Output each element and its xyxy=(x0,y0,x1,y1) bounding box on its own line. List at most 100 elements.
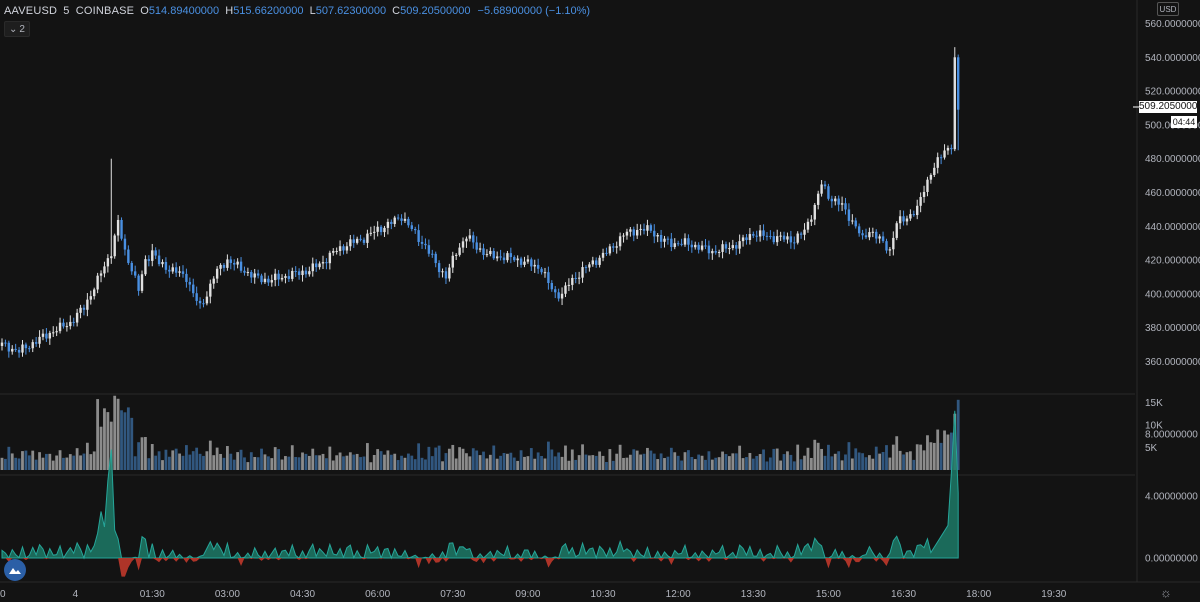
candle-body xyxy=(482,248,485,256)
candle-body xyxy=(714,251,717,253)
volume-bar xyxy=(454,458,458,470)
volume-bar xyxy=(311,448,315,470)
volume-bar xyxy=(570,449,574,470)
candle-body xyxy=(420,241,424,244)
volume-bar xyxy=(55,455,59,470)
volume-bar xyxy=(103,408,106,470)
candle-body xyxy=(588,264,591,268)
candle-body xyxy=(475,242,478,250)
candle-body xyxy=(267,278,270,283)
candle-body xyxy=(939,157,943,159)
currency-badge[interactable]: USD xyxy=(1157,2,1179,16)
volume-bar xyxy=(850,458,854,470)
volume-bar xyxy=(468,456,472,470)
candle-body xyxy=(383,227,386,233)
volume-bar xyxy=(898,450,902,470)
volume-bar xyxy=(649,450,653,470)
volume-bar xyxy=(926,435,929,470)
candle-body xyxy=(321,262,325,264)
candle-body xyxy=(789,236,793,243)
volume-bar xyxy=(731,453,735,470)
volume-bar xyxy=(697,454,701,470)
candle-body xyxy=(7,342,11,352)
candle-body xyxy=(38,336,41,344)
candle-body xyxy=(799,233,803,235)
candle-body xyxy=(472,235,475,243)
volume-bar xyxy=(202,455,205,470)
symbol-name[interactable]: AAVEUSD xyxy=(4,5,58,17)
candle-body xyxy=(181,271,185,274)
volume-bar xyxy=(150,444,154,470)
volume-bar xyxy=(656,459,660,470)
time-axis-tick-label: 04:30 xyxy=(290,589,315,600)
candle-body xyxy=(243,270,246,273)
volume-bar xyxy=(891,444,895,470)
candle-body xyxy=(782,235,786,240)
candle-body xyxy=(448,267,451,279)
candle-body xyxy=(888,249,892,251)
candle-body xyxy=(219,264,222,269)
volume-bar xyxy=(301,452,304,470)
volume-bar xyxy=(185,445,188,470)
close-label: C xyxy=(392,5,401,17)
candle-body xyxy=(509,253,513,258)
high-value: 515.66200000 xyxy=(233,5,304,17)
candle-body xyxy=(338,246,342,252)
gear-icon[interactable]: ☼ xyxy=(1160,585,1172,600)
candle-body xyxy=(656,234,659,237)
candle-body xyxy=(728,248,731,250)
candle-body xyxy=(178,271,181,273)
volume-bar xyxy=(820,448,823,470)
candle-body xyxy=(533,264,536,267)
candle-body xyxy=(663,238,666,242)
candle-body xyxy=(557,292,560,299)
candle-body xyxy=(895,223,898,238)
candle-body xyxy=(236,261,239,265)
volume-bar xyxy=(772,448,776,470)
volume-bar xyxy=(786,451,789,470)
volume-bar xyxy=(171,450,175,470)
candle-body xyxy=(530,259,533,267)
candle-body xyxy=(222,264,226,268)
volume-bar xyxy=(874,446,878,470)
price-axis-tick-label: 480.00000000 xyxy=(1145,154,1200,165)
candle-body xyxy=(816,193,820,205)
candle-body xyxy=(359,238,362,240)
volume-bar xyxy=(369,462,373,470)
volume-bar xyxy=(113,395,117,470)
volume-bar xyxy=(495,458,499,470)
candle-body xyxy=(898,216,902,224)
candle-body xyxy=(673,243,676,248)
volume-bar xyxy=(533,458,537,470)
last-price-tag: 509.20500000 xyxy=(1139,101,1200,113)
candle-body xyxy=(226,259,229,268)
volume-bar xyxy=(437,445,441,470)
volume-bar xyxy=(799,459,803,470)
volume-bar xyxy=(307,455,311,470)
volume-bar xyxy=(608,449,612,470)
candle-body xyxy=(830,198,834,202)
volume-bar xyxy=(895,436,899,470)
candle-body xyxy=(577,277,581,279)
candle-body xyxy=(523,261,526,265)
candle-body xyxy=(564,285,567,294)
legend-collapse-button[interactable]: ⌄ 2 xyxy=(4,21,30,37)
volume-bar xyxy=(133,456,137,470)
volume-bar xyxy=(523,456,526,470)
candle-body xyxy=(120,219,123,239)
candle-body xyxy=(325,262,328,264)
volume-bar xyxy=(758,454,762,470)
candle-body xyxy=(96,275,99,290)
volume-bar xyxy=(605,461,608,470)
candle-body xyxy=(24,344,28,349)
candle-body xyxy=(69,321,72,327)
candle-body xyxy=(711,251,714,254)
candle-body xyxy=(741,237,745,242)
volume-bar xyxy=(68,454,72,470)
volume-bar xyxy=(745,457,748,470)
volume-bar xyxy=(116,398,120,470)
cloud-logo-icon[interactable] xyxy=(4,559,26,581)
candle-body xyxy=(355,238,359,243)
volume-bar xyxy=(21,451,24,470)
